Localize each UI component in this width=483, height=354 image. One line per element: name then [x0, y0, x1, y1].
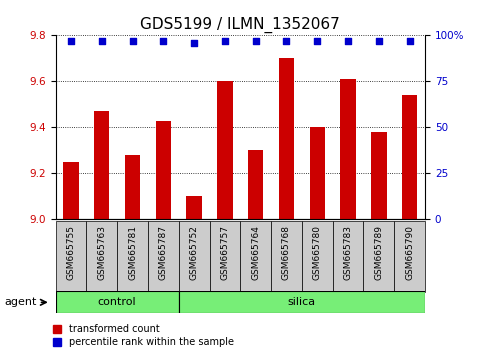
Text: GSM665764: GSM665764	[251, 225, 260, 280]
Legend: transformed count, percentile rank within the sample: transformed count, percentile rank withi…	[53, 325, 234, 347]
Bar	[341, 79, 356, 219]
Bar	[248, 150, 263, 219]
Bar	[279, 58, 294, 219]
Bar	[179, 291, 425, 313]
Bar	[271, 221, 302, 292]
Text: GSM665783: GSM665783	[343, 225, 353, 280]
Text: GSM665780: GSM665780	[313, 225, 322, 280]
Point	[159, 38, 167, 44]
Text: GSM665755: GSM665755	[67, 225, 75, 280]
Bar	[217, 81, 233, 219]
Point	[98, 38, 106, 44]
Point	[344, 38, 352, 44]
Point	[283, 38, 290, 44]
Point	[375, 38, 383, 44]
Bar	[333, 221, 364, 292]
Bar	[86, 221, 117, 292]
Bar	[117, 221, 148, 292]
Bar	[210, 221, 240, 292]
Bar	[156, 121, 171, 219]
Text: GSM665789: GSM665789	[374, 225, 384, 280]
Point	[406, 38, 413, 44]
Text: GSM665752: GSM665752	[190, 225, 199, 280]
Text: GSM665768: GSM665768	[282, 225, 291, 280]
Bar	[402, 95, 417, 219]
Text: GSM665781: GSM665781	[128, 225, 137, 280]
Text: GSM665757: GSM665757	[220, 225, 229, 280]
Point	[67, 38, 75, 44]
Bar	[364, 221, 394, 292]
Bar	[56, 291, 179, 313]
Bar	[186, 196, 202, 219]
Title: GDS5199 / ILMN_1352067: GDS5199 / ILMN_1352067	[141, 16, 340, 33]
Point	[190, 40, 198, 46]
Bar	[63, 162, 79, 219]
Point	[252, 38, 259, 44]
Bar	[125, 155, 140, 219]
Text: GSM665790: GSM665790	[405, 225, 414, 280]
Point	[221, 38, 229, 44]
Text: silica: silica	[288, 297, 316, 307]
Point	[313, 38, 321, 44]
Bar	[179, 221, 210, 292]
Text: GSM665763: GSM665763	[97, 225, 106, 280]
Bar	[394, 221, 425, 292]
Bar	[371, 132, 386, 219]
Bar	[56, 221, 86, 292]
Bar	[148, 221, 179, 292]
Text: control: control	[98, 297, 136, 307]
Point	[128, 38, 136, 44]
Bar	[310, 127, 325, 219]
Bar	[94, 111, 110, 219]
Bar	[240, 221, 271, 292]
Bar	[302, 221, 333, 292]
Text: agent: agent	[5, 297, 37, 307]
Text: GSM665787: GSM665787	[159, 225, 168, 280]
